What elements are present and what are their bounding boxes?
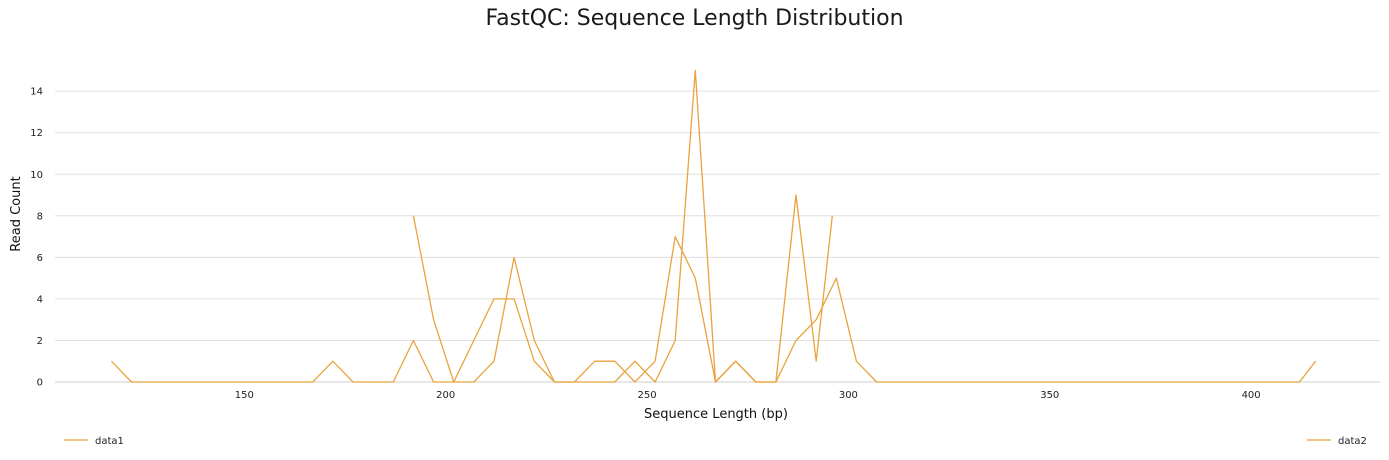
chart-title: FastQC: Sequence Length Distribution	[485, 6, 904, 31]
x-tick-label-250: 250	[637, 390, 656, 401]
y-tick-label-2: 2	[37, 336, 43, 347]
y-axis-label: Read Count	[9, 176, 24, 251]
y-tick-label-12: 12	[30, 128, 43, 139]
x-tick-label-150: 150	[235, 390, 254, 401]
y-tick-label-10: 10	[30, 170, 43, 181]
x-axis-label: Sequence Length (bp)	[644, 407, 788, 422]
series-line-data1	[110, 194, 833, 383]
y-tick-label-6: 6	[37, 253, 43, 264]
x-tick-label-200: 200	[436, 390, 455, 401]
y-tick-label-8: 8	[37, 211, 43, 222]
legend: data1 data2	[64, 436, 1367, 447]
series-lines	[110, 69, 1317, 383]
legend-label-data1: data1	[95, 436, 124, 447]
y-tick-label-4: 4	[37, 294, 43, 305]
tick-labels: 0 2 4 6 8 10 12 14 150 200 250 300 350 400	[30, 87, 1260, 401]
x-tick-label-400: 400	[1242, 390, 1261, 401]
series-line-data2	[412, 69, 1317, 383]
x-tick-label-300: 300	[839, 390, 858, 401]
legend-label-data2: data2	[1338, 436, 1367, 447]
gridlines	[55, 90, 1380, 383]
y-tick-label-14: 14	[30, 87, 43, 98]
x-tick-label-350: 350	[1040, 390, 1059, 401]
y-tick-label-0: 0	[37, 378, 43, 389]
